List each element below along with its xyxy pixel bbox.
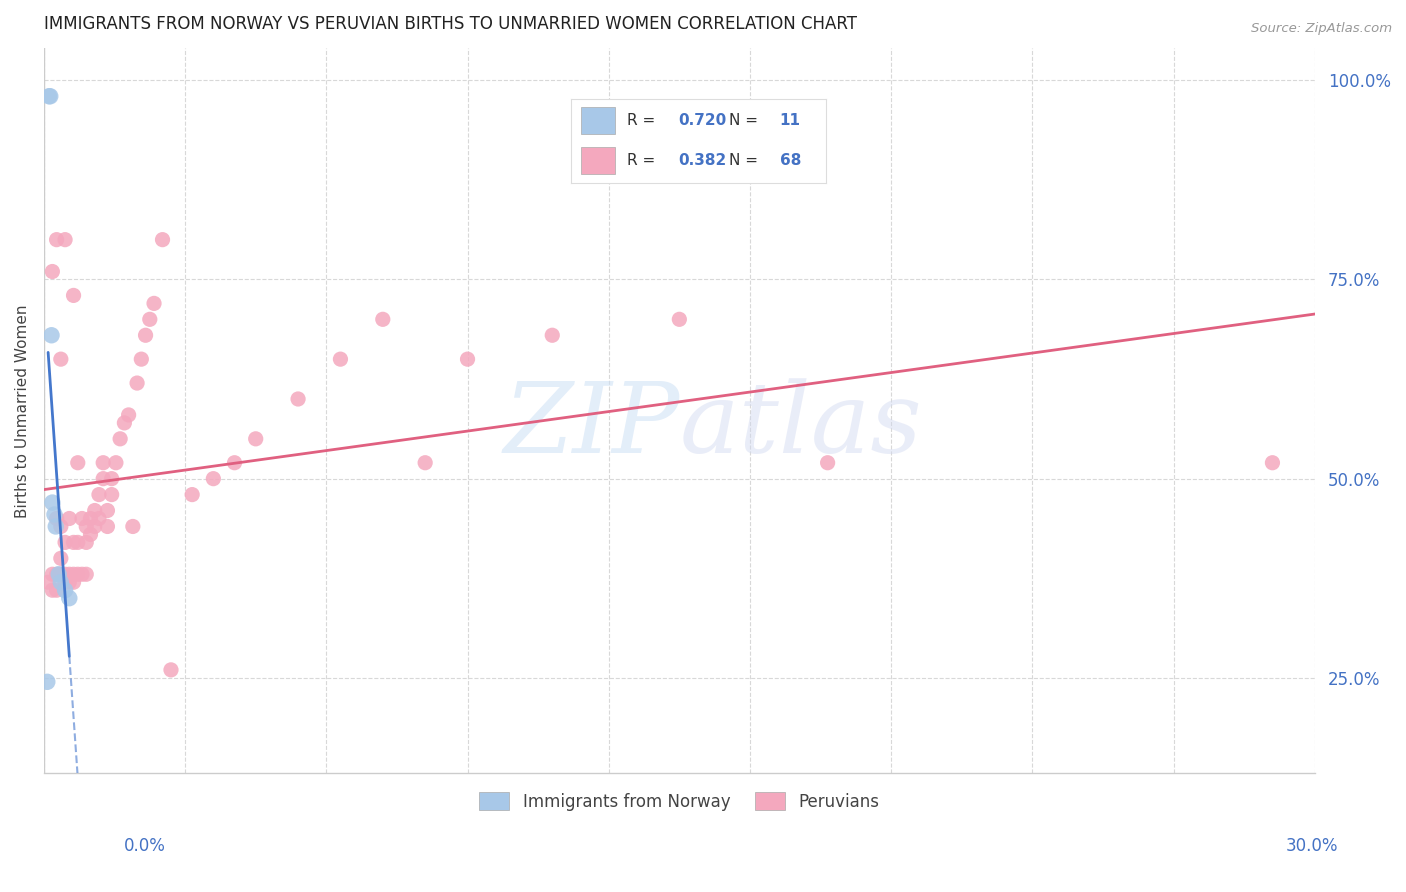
Point	[131, 352, 153, 367]
Point	[53, 575, 76, 590]
Point	[121, 519, 143, 533]
Point	[117, 408, 139, 422]
Point	[112, 416, 135, 430]
Point	[181, 487, 204, 501]
Point	[287, 392, 309, 406]
Point	[48, 567, 70, 582]
Point	[66, 535, 89, 549]
Point	[127, 376, 149, 390]
Point	[62, 567, 84, 582]
Point	[104, 456, 127, 470]
Point	[41, 328, 63, 343]
Point	[371, 312, 394, 326]
Point	[66, 456, 89, 470]
Point	[202, 472, 225, 486]
Point	[49, 575, 72, 590]
Point	[49, 519, 72, 533]
Point	[79, 527, 101, 541]
Point	[62, 575, 84, 590]
Point	[45, 567, 67, 582]
Y-axis label: Births to Unmarried Women: Births to Unmarried Women	[15, 304, 30, 517]
Point	[41, 264, 63, 278]
Point	[668, 312, 690, 326]
Point	[96, 503, 118, 517]
Point	[79, 511, 101, 525]
Text: ZIP: ZIP	[503, 378, 679, 473]
Point	[152, 233, 174, 247]
Point	[70, 511, 93, 525]
Point	[100, 472, 122, 486]
Point	[58, 575, 80, 590]
Text: Source: ZipAtlas.com: Source: ZipAtlas.com	[1251, 22, 1392, 36]
Point	[817, 456, 839, 470]
Point	[41, 567, 63, 582]
Point	[83, 519, 105, 533]
Point	[58, 511, 80, 525]
Text: 0.0%: 0.0%	[124, 837, 166, 855]
Point	[38, 89, 60, 103]
Point	[143, 296, 166, 310]
Point	[91, 456, 114, 470]
Point	[75, 567, 97, 582]
Point	[58, 591, 80, 606]
Point	[87, 511, 110, 525]
Point	[49, 567, 72, 582]
Point	[37, 674, 59, 689]
Point	[329, 352, 352, 367]
Point	[1261, 456, 1284, 470]
Point	[45, 583, 67, 598]
Point	[457, 352, 479, 367]
Point	[58, 567, 80, 582]
Legend: Immigrants from Norway, Peruvians: Immigrants from Norway, Peruvians	[472, 786, 886, 817]
Point	[139, 312, 162, 326]
Point	[75, 535, 97, 549]
Point	[39, 89, 62, 103]
Point	[135, 328, 157, 343]
Point	[66, 567, 89, 582]
Point	[62, 535, 84, 549]
Point	[53, 535, 76, 549]
Point	[45, 519, 67, 533]
Point	[49, 551, 72, 566]
Point	[37, 575, 59, 590]
Point	[45, 511, 67, 525]
Point	[96, 519, 118, 533]
Point	[100, 487, 122, 501]
Point	[160, 663, 183, 677]
Text: IMMIGRANTS FROM NORWAY VS PERUVIAN BIRTHS TO UNMARRIED WOMEN CORRELATION CHART: IMMIGRANTS FROM NORWAY VS PERUVIAN BIRTH…	[44, 15, 856, 33]
Point	[53, 583, 76, 598]
Text: 30.0%: 30.0%	[1286, 837, 1339, 855]
Point	[413, 456, 436, 470]
Point	[224, 456, 246, 470]
Point	[41, 495, 63, 509]
Point	[44, 508, 66, 522]
Point	[108, 432, 131, 446]
Point	[87, 487, 110, 501]
Point	[541, 328, 564, 343]
Text: atlas: atlas	[679, 378, 922, 473]
Point	[45, 233, 67, 247]
Point	[83, 503, 105, 517]
Point	[41, 583, 63, 598]
Point	[53, 233, 76, 247]
Point	[91, 472, 114, 486]
Point	[70, 567, 93, 582]
Point	[245, 432, 267, 446]
Point	[49, 352, 72, 367]
Point	[75, 519, 97, 533]
Point	[62, 288, 84, 302]
Point	[53, 567, 76, 582]
